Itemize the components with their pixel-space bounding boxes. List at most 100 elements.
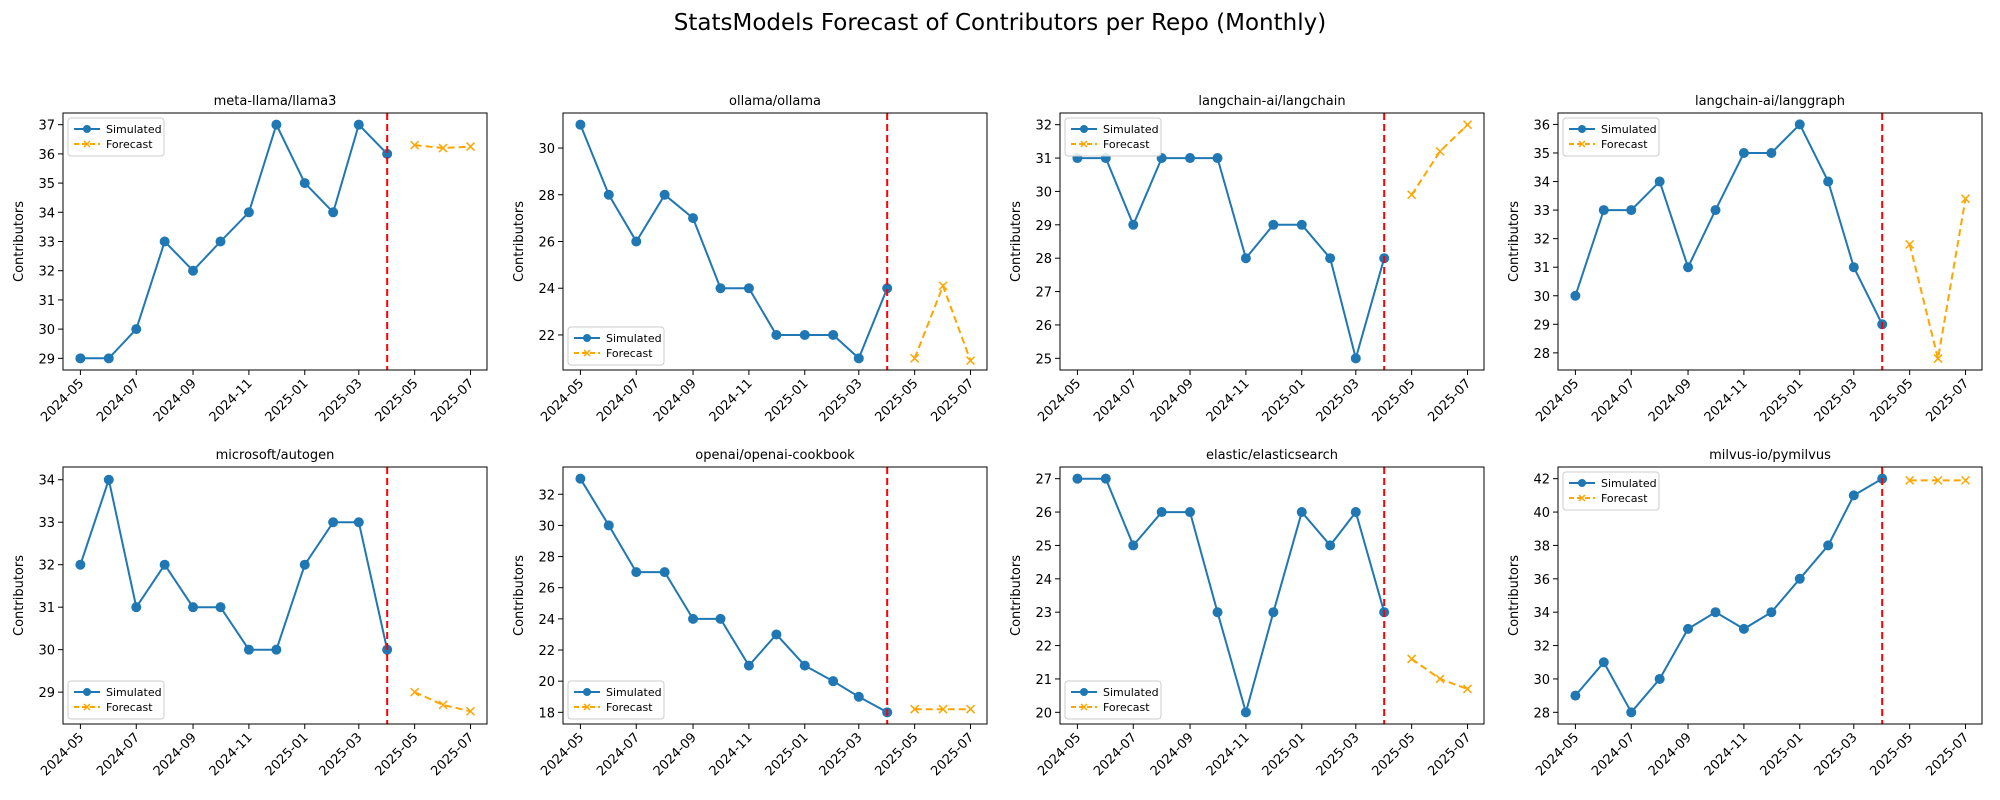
x-tick-label: 2025-05 xyxy=(1867,376,1916,425)
data-point-marker xyxy=(1766,147,1777,158)
data-point-marker xyxy=(299,559,310,570)
x-tick-label: 2024-05 xyxy=(38,730,87,779)
data-point-marker xyxy=(1626,205,1637,216)
y-axis-label: Contributors xyxy=(1507,201,1522,282)
y-tick-label: 26 xyxy=(1035,506,1052,521)
data-point-marker xyxy=(1598,205,1609,216)
legend-marker xyxy=(1080,688,1088,696)
y-tick-label: 42 xyxy=(1533,473,1550,488)
data-point-marker xyxy=(271,119,282,130)
data-point-marker xyxy=(715,613,726,624)
data-point-marker xyxy=(103,474,114,485)
forecast-point-marker xyxy=(1960,475,1971,485)
data-point-marker xyxy=(659,189,670,200)
y-tick-label: 36 xyxy=(1533,118,1550,133)
x-tick-label: 2025-07 xyxy=(1425,376,1474,425)
subplot: openai/openai-cookbook Contributors 18 20 22… xyxy=(512,448,988,779)
y-tick-label: 28 xyxy=(1533,706,1550,721)
data-point-marker xyxy=(853,353,864,364)
y-tick-label: 20 xyxy=(1035,706,1052,721)
y-tick-label: 26 xyxy=(538,236,555,251)
series-line-forecast xyxy=(414,691,471,713)
data-point-marker xyxy=(1710,607,1721,618)
data-point-marker xyxy=(631,567,642,578)
series-line-simulated xyxy=(80,122,388,360)
y-tick-label: 33 xyxy=(38,516,55,531)
legend-label: Forecast xyxy=(1103,701,1150,714)
x-tick-label: 2024-11 xyxy=(707,376,756,425)
x-tick-label: 2025-07 xyxy=(928,730,977,779)
subplot-title: microsoft/autogen xyxy=(216,448,335,463)
legend-label: Forecast xyxy=(1601,492,1648,505)
x-tick-label: 2025-05 xyxy=(1369,376,1418,425)
legend-box xyxy=(567,326,665,366)
data-point-marker xyxy=(1350,353,1361,364)
forecast-point-marker xyxy=(938,704,948,714)
y-tick-label: 30 xyxy=(1035,185,1052,200)
data-point-marker xyxy=(743,660,754,671)
data-point-marker xyxy=(75,559,86,570)
y-tick-label: 29 xyxy=(1533,318,1550,333)
data-point-marker xyxy=(1738,623,1749,634)
y-tick-label: 32 xyxy=(1035,119,1052,134)
data-point-marker xyxy=(853,691,864,702)
data-point-marker xyxy=(828,329,839,340)
data-point-marker xyxy=(1683,262,1694,273)
x-tick-label: 2024-05 xyxy=(1533,730,1582,779)
x-tick-label: 2025-03 xyxy=(817,376,866,425)
data-point-marker xyxy=(1598,657,1609,668)
x-tick-label: 2024-07 xyxy=(1091,730,1140,779)
data-point-marker xyxy=(328,207,339,218)
x-tick-label: 2024-05 xyxy=(1533,376,1582,425)
data-point-marker xyxy=(603,520,614,531)
y-tick-label: 32 xyxy=(1533,233,1550,248)
x-tick-label: 2025-07 xyxy=(928,376,977,425)
y-tick-label: 32 xyxy=(38,265,55,280)
series-line-simulated xyxy=(1574,477,1883,715)
y-axis-label: Contributors xyxy=(12,201,27,282)
x-tick-label: 2024-07 xyxy=(1091,376,1140,425)
y-axis-label: Contributors xyxy=(1009,555,1024,636)
data-point-marker xyxy=(1268,219,1279,230)
data-point-marker xyxy=(131,602,142,613)
x-tick-label: 2025-01 xyxy=(1758,376,1807,425)
data-point-marker xyxy=(1350,507,1361,518)
data-point-marker xyxy=(743,283,754,294)
data-point-marker xyxy=(1100,473,1111,484)
x-tick-label: 2024-09 xyxy=(651,730,700,779)
x-tick-label: 2025-01 xyxy=(1758,730,1807,779)
y-tick-label: 22 xyxy=(538,329,555,344)
y-tick-label: 28 xyxy=(1533,347,1550,362)
y-tick-label: 35 xyxy=(38,177,55,192)
x-tick-label: 2025-07 xyxy=(1923,376,1972,425)
x-tick-label: 2024-09 xyxy=(1148,730,1197,779)
legend-label: Simulated xyxy=(1103,123,1159,136)
x-tick-label: 2024-05 xyxy=(538,376,587,425)
data-point-marker xyxy=(1072,473,1083,484)
subplot: langchain-ai/langgraph Contributors 28 29 30… xyxy=(1507,94,1983,425)
plot-frame xyxy=(1557,466,1983,725)
forecast-point-marker xyxy=(1407,654,1417,664)
legend-label: Forecast xyxy=(106,138,153,151)
x-tick-label: 2024-09 xyxy=(151,376,200,425)
x-tick-label: 2025-05 xyxy=(872,730,921,779)
data-point-marker xyxy=(159,559,170,570)
legend-marker xyxy=(83,140,91,148)
y-tick-label: 30 xyxy=(1533,673,1550,688)
legend-box xyxy=(1562,117,1660,157)
y-axis-label: Contributors xyxy=(1507,555,1522,636)
legend-label: Simulated xyxy=(1103,686,1159,699)
subplot-title: ollama/ollama xyxy=(729,94,821,109)
forecast-point-marker xyxy=(1905,475,1915,485)
data-point-marker xyxy=(1766,607,1777,618)
data-point-marker xyxy=(1212,607,1223,618)
x-tick-label: 2024-11 xyxy=(207,376,256,425)
data-point-marker xyxy=(1128,219,1139,230)
x-tick-label: 2025-07 xyxy=(428,730,477,779)
data-point-marker xyxy=(1156,507,1167,518)
y-axis-label: Contributors xyxy=(1009,201,1024,282)
x-tick-label: 2024-11 xyxy=(707,730,756,779)
y-tick-label: 30 xyxy=(38,644,55,659)
data-point-marker xyxy=(1683,623,1694,634)
data-point-marker xyxy=(1185,153,1196,164)
